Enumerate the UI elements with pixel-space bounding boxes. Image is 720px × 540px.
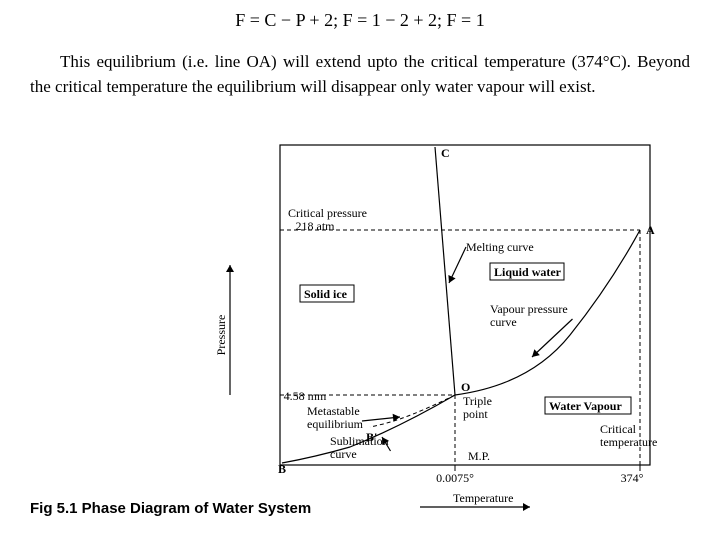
svg-text:O: O bbox=[461, 380, 470, 394]
svg-text:temperature: temperature bbox=[600, 435, 657, 449]
phase-diagram: OABCB'Solid iceLiquid waterWater VapourC… bbox=[200, 135, 680, 515]
svg-text:0.0075°: 0.0075° bbox=[436, 471, 474, 485]
svg-text:374°: 374° bbox=[621, 471, 644, 485]
svg-text:Liquid water: Liquid water bbox=[494, 265, 562, 279]
svg-text:Triple: Triple bbox=[463, 394, 492, 408]
explanatory-paragraph: This equilibrium (i.e. line OA) will ext… bbox=[30, 50, 690, 99]
phase-rule-equation: F = C − P + 2; F = 1 − 2 + 2; F = 1 bbox=[0, 10, 720, 31]
svg-text:Metastable: Metastable bbox=[307, 404, 360, 418]
svg-text:Critical: Critical bbox=[600, 422, 637, 436]
svg-text:curve: curve bbox=[490, 315, 517, 329]
svg-text:M.P.: M.P. bbox=[468, 449, 490, 463]
svg-text:A: A bbox=[646, 223, 655, 237]
svg-text:Sublimation: Sublimation bbox=[330, 434, 389, 448]
figure-caption: Fig 5.1 Phase Diagram of Water System bbox=[30, 500, 311, 517]
svg-text:Critical pressure: Critical pressure bbox=[288, 206, 367, 220]
svg-text:Water Vapour: Water Vapour bbox=[549, 399, 622, 413]
svg-text:curve: curve bbox=[330, 447, 357, 461]
svg-text:4.58 mm: 4.58 mm bbox=[284, 389, 327, 403]
svg-text:218 atm: 218 atm bbox=[296, 219, 336, 233]
svg-text:Melting curve: Melting curve bbox=[466, 240, 534, 254]
svg-text:equilibrium: equilibrium bbox=[307, 417, 364, 431]
svg-text:Temperature: Temperature bbox=[453, 491, 513, 505]
svg-text:B: B bbox=[278, 462, 286, 476]
svg-text:point: point bbox=[463, 407, 488, 421]
svg-text:Solid ice: Solid ice bbox=[304, 287, 348, 301]
svg-text:Pressure: Pressure bbox=[214, 315, 228, 356]
svg-text:C: C bbox=[441, 146, 450, 160]
svg-text:Vapour pressure: Vapour pressure bbox=[490, 302, 568, 316]
